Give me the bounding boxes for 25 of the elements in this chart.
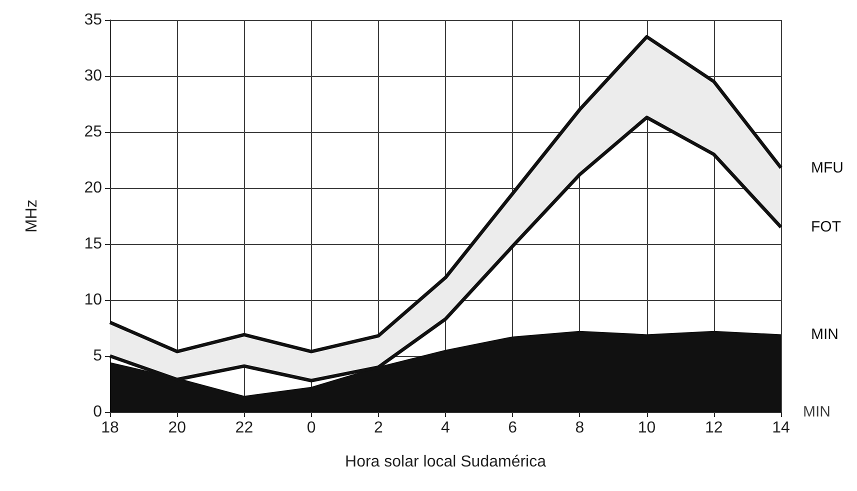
y-tick-label: 15	[84, 236, 102, 252]
x-tick-label: 6	[508, 420, 518, 436]
annotation: MIN	[803, 404, 830, 420]
y-tick-label: 10	[84, 292, 102, 308]
x-tick-label: 12	[705, 420, 723, 436]
y-tick-label: 25	[84, 124, 102, 140]
x-tick-label: 18	[101, 420, 119, 436]
x-tick-label: 22	[235, 420, 254, 436]
y-tick-label: 0	[93, 404, 102, 420]
series-label: MFU	[811, 159, 844, 176]
x-tick-label: 2	[374, 420, 383, 436]
x-tick-label: 8	[575, 420, 584, 436]
x-tick-label: 14	[772, 420, 790, 436]
series-label: MIN	[811, 326, 838, 344]
y-tick-label: 5	[93, 348, 102, 364]
x-tick-label: 20	[168, 420, 186, 436]
y-axis-title: MHz	[24, 200, 40, 232]
y-tick-label: 20	[84, 180, 102, 196]
x-tick-label: 10	[638, 420, 656, 436]
series-label: FOT	[811, 218, 841, 236]
x-axis-title: Hora solar local Sudamérica	[345, 454, 546, 470]
y-tick-label: 30	[84, 68, 102, 84]
y-tick-label: 35	[84, 12, 102, 28]
x-tick-label: 4	[441, 420, 450, 436]
x-tick-label: 0	[306, 420, 316, 436]
